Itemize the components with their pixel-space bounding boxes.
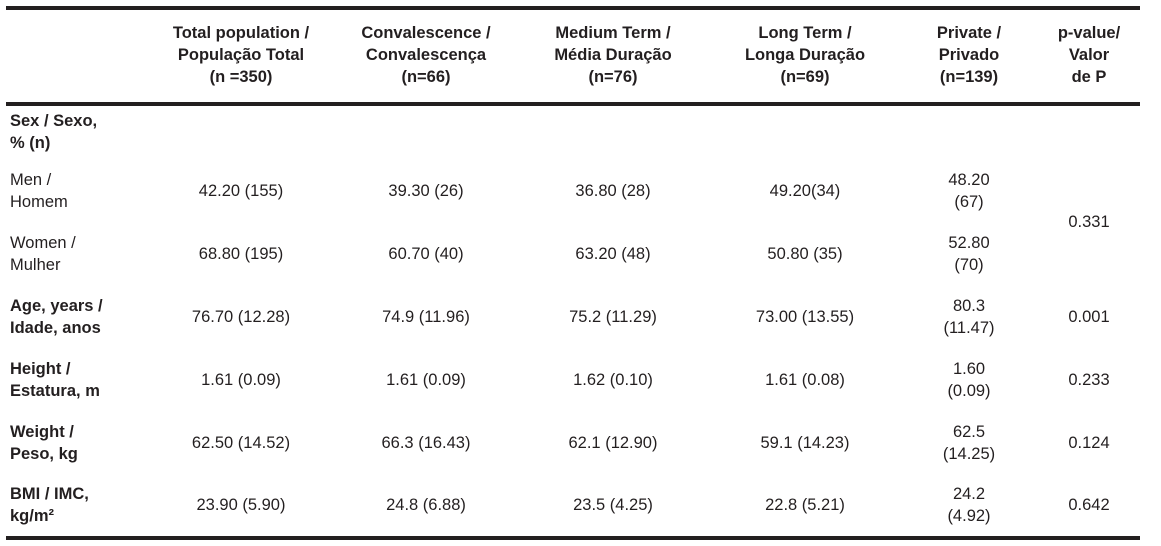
cell-value: 60.70 (40): [388, 244, 464, 263]
column-header-medium-term: Medium Term / Média Duração (n=76): [516, 6, 710, 106]
cell-value: 59.1 (14.23): [760, 433, 850, 452]
cell-value: 62.5 (14.25): [942, 422, 996, 463]
cell-value: 62.1 (12.90): [568, 433, 658, 452]
row-label-weight: Weight / Peso, kg: [10, 422, 78, 463]
row-label-sex: Sex / Sexo, % (n): [10, 112, 98, 152]
row-label-height: Height / Estatura, m: [10, 359, 100, 400]
table-row-bmi: BMI / IMC, kg/m² 23.90 (5.90) 24.8 (6.88…: [6, 475, 1140, 540]
p-value-bmi: 0.642: [1038, 475, 1140, 540]
column-header-p-value: p-value/ Valor de P: [1038, 6, 1140, 106]
cell-value: 49.20(34): [769, 181, 841, 200]
cell-value: 24.2 (4.92): [900, 475, 1038, 540]
cell-value: 36.80 (28): [575, 181, 651, 200]
table-row-weight: Weight / Peso, kg 62.50 (14.52) 66.3 (16…: [6, 412, 1140, 475]
cell-value: 74.9 (11.96): [382, 307, 470, 326]
column-header-total-population: Total population / População Total (n =3…: [146, 6, 336, 106]
cell-value: 23.5 (4.25): [516, 475, 710, 540]
cell-value: 68.80 (195): [198, 244, 284, 263]
cell-value: 73.00 (13.55): [755, 307, 855, 326]
cell-value: 24.8 (6.88): [336, 475, 516, 540]
cell-value: 62.50 (14.52): [191, 433, 291, 452]
row-label-age: Age, years / Idade, anos: [10, 296, 103, 337]
table-row-women: Women / Mulher 68.80 (195) 60.70 (40) 63…: [6, 223, 1140, 286]
table-body: Sex / Sexo, % (n) Men / Homem 42.20 (155…: [6, 104, 1140, 540]
cell-value: 1.61 (0.09): [386, 370, 466, 389]
cell-value: 42.20 (155): [198, 181, 284, 200]
table-row-sex-section: Sex / Sexo, % (n): [6, 104, 1140, 160]
cell-value: 76.70 (12.28): [191, 307, 291, 326]
cell-value: 1.62 (0.10): [573, 370, 653, 389]
cell-value: 75.2 (11.29): [569, 307, 657, 326]
cell-value: 80.3 (11.47): [943, 296, 995, 337]
p-value-sex: 0.331: [1068, 213, 1110, 232]
empty-cell: [146, 104, 1140, 160]
column-header-private: Private / Privado (n=139): [900, 6, 1038, 106]
p-value-weight: 0.124: [1068, 433, 1110, 452]
p-value-height: 0.233: [1068, 370, 1110, 389]
cell-value: 63.20 (48): [575, 244, 651, 263]
row-label-bmi: BMI / IMC, kg/m²: [6, 475, 146, 540]
cell-value: 23.90 (5.90): [146, 475, 336, 540]
table-header: Total population / População Total (n =3…: [6, 6, 1140, 106]
row-label-women: Women / Mulher: [10, 233, 76, 274]
column-header-convalescence: Convalescence / Convalescença (n=66): [336, 6, 516, 106]
cell-value: 39.30 (26): [388, 181, 464, 200]
cell-value: 50.80 (35): [767, 244, 843, 263]
cell-value: 52.80 (70): [948, 233, 990, 274]
cell-value: 66.3 (16.43): [381, 433, 471, 452]
corner-cell: [6, 6, 146, 106]
table-row-age: Age, years / Idade, anos 76.70 (12.28) 7…: [6, 286, 1140, 349]
cell-value: 1.60 (0.09): [947, 359, 991, 400]
table-row-height: Height / Estatura, m 1.61 (0.09) 1.61 (0…: [6, 349, 1140, 412]
cell-value: 22.8 (5.21): [710, 475, 900, 540]
header-row: Total population / População Total (n =3…: [6, 6, 1140, 106]
row-label-men: Men / Homem: [10, 170, 68, 211]
cell-value: 48.20 (67): [948, 170, 990, 211]
table-row-men: Men / Homem 42.20 (155) 39.30 (26) 36.80…: [6, 160, 1140, 231]
p-value-age: 0.001: [1068, 307, 1110, 326]
demographics-table: Total population / População Total (n =3…: [6, 6, 1140, 540]
cell-value: 1.61 (0.08): [765, 370, 845, 389]
cell-value: 1.61 (0.09): [201, 370, 281, 389]
column-header-long-term: Long Term / Longa Duração (n=69): [710, 6, 900, 106]
